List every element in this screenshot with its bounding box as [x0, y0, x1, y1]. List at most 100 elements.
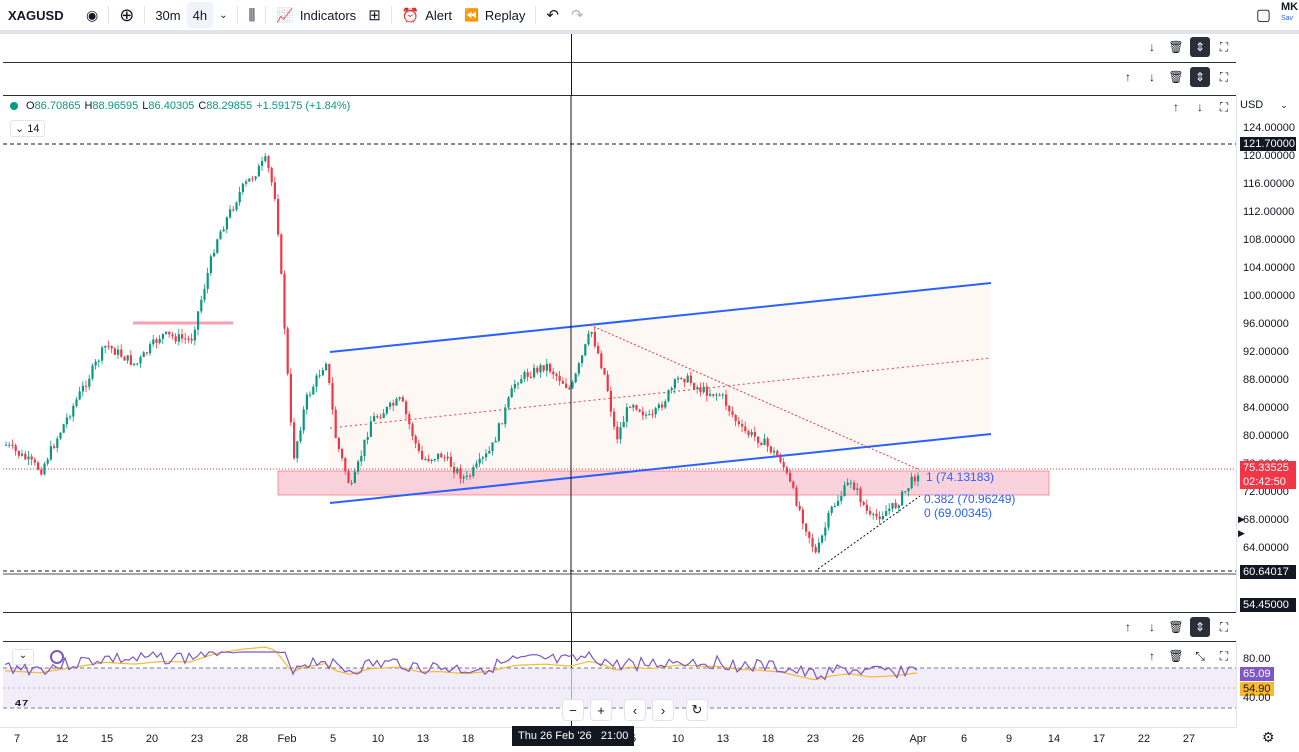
- candle: [715, 394, 718, 396]
- candle-type-icon[interactable]: ⫼: [248, 6, 256, 24]
- delete-icon[interactable]: 🗑: [1168, 620, 1184, 634]
- reset-chart-icon[interactable]: ↻: [686, 699, 708, 721]
- rsi-collapse-button[interactable]: ⌄: [12, 649, 34, 665]
- interval-30m[interactable]: 30m: [155, 7, 181, 23]
- scroll-left-icon[interactable]: ‹: [624, 699, 646, 721]
- maximize-icon[interactable]: ⛶: [1219, 619, 1229, 634]
- candle: [478, 458, 481, 464]
- expand-pane-icon[interactable]: ⇕: [1190, 617, 1210, 637]
- move-up-icon[interactable]: ↑: [1173, 100, 1179, 114]
- price-tag-current: 75.33525: [1240, 461, 1296, 475]
- chevron-down-icon[interactable]: ⌄: [219, 9, 228, 21]
- candle: [181, 334, 184, 339]
- currency-selector[interactable]: USD ⌄: [1240, 99, 1288, 111]
- settings-gear-icon[interactable]: ⚙: [1262, 729, 1275, 745]
- price-scale[interactable]: [1236, 96, 1299, 612]
- eye-icon[interactable]: [10, 102, 18, 110]
- rsi-scale[interactable]: [1236, 642, 1299, 727]
- candle: [491, 442, 494, 452]
- layout-icon[interactable]: ▢: [1255, 7, 1271, 24]
- maximize-icon[interactable]: ⛶: [1219, 39, 1229, 54]
- candle: [193, 329, 196, 341]
- move-up-icon[interactable]: ↑: [1125, 620, 1131, 634]
- candle: [513, 383, 516, 389]
- candle: [827, 512, 830, 528]
- candle: [907, 488, 910, 492]
- candle: [805, 523, 808, 532]
- divider: [390, 6, 392, 24]
- close-value: 88.29855: [206, 100, 253, 112]
- candle: [177, 334, 180, 342]
- candle: [289, 373, 292, 423]
- time-label: 7: [13, 733, 21, 745]
- candle: [737, 421, 740, 425]
- indicators-button[interactable]: 📈 Indicators: [270, 2, 362, 28]
- candle: [641, 411, 644, 416]
- candle: [446, 456, 449, 459]
- candle: [529, 376, 532, 378]
- candle: [597, 346, 600, 354]
- move-up-icon[interactable]: ↑: [1125, 70, 1131, 84]
- delete-icon[interactable]: 🗑: [1168, 70, 1184, 84]
- candle: [709, 394, 712, 396]
- redo-icon[interactable]: ↷: [570, 7, 584, 24]
- user-menu[interactable]: MK Sav: [1277, 2, 1299, 28]
- collapse-icon[interactable]: ⤡: [1195, 648, 1205, 663]
- maximize-icon[interactable]: ⛶: [1219, 648, 1229, 663]
- candle: [475, 463, 478, 468]
- alarm-clock-icon: ⏰: [401, 6, 420, 23]
- price-tag-high: 121.70000: [1240, 137, 1296, 151]
- move-up-icon[interactable]: ↑: [1149, 649, 1155, 663]
- add-symbol-icon[interactable]: ⊕: [119, 4, 135, 25]
- symbol-search[interactable]: XAGUSD: [0, 2, 80, 28]
- top-toolbar: XAGUSD ◉ ⊕ 30m 4h ⌄ ⫼ 📈 Indicators ⊞ ⏰ A…: [0, 0, 1299, 30]
- rsi-settings-icon[interactable]: [50, 650, 64, 664]
- high-value: 88.96595: [92, 100, 139, 112]
- chevron-down-icon: ⌄: [15, 123, 25, 135]
- main-chart[interactable]: [0, 96, 1236, 612]
- uptrend-line: [817, 495, 921, 570]
- candle: [427, 458, 430, 461]
- candle: [389, 402, 392, 407]
- undo-icon[interactable]: ↶: [546, 7, 559, 24]
- move-down-icon[interactable]: ↓: [1149, 70, 1155, 84]
- zoom-out-icon[interactable]: −: [562, 699, 584, 721]
- maximize-icon[interactable]: ⛶: [1219, 69, 1229, 84]
- move-down-icon[interactable]: ↓: [1197, 100, 1203, 114]
- scroll-right-icon[interactable]: ›: [652, 699, 674, 721]
- indicator-legend[interactable]: ⌄ 14: [10, 120, 45, 137]
- delete-icon[interactable]: 🗑: [1168, 40, 1184, 54]
- candle: [552, 371, 555, 375]
- rsi-tick-40: 40.00: [1243, 692, 1271, 704]
- candle: [789, 472, 792, 482]
- compare-icon[interactable]: ◉: [86, 6, 99, 23]
- candle: [401, 397, 404, 402]
- interval-4h[interactable]: 4h: [186, 2, 214, 28]
- candle: [21, 453, 24, 456]
- candle: [581, 355, 584, 364]
- price-tick: 64.00000: [1243, 542, 1289, 554]
- price-tick: 112.00000: [1243, 206, 1295, 218]
- rsi-chart[interactable]: [0, 642, 1236, 727]
- move-down-icon[interactable]: ↓: [1149, 40, 1155, 54]
- expand-pane-icon[interactable]: ⇕: [1190, 67, 1210, 87]
- candle: [129, 355, 132, 365]
- candle: [213, 252, 216, 257]
- candle: [507, 397, 510, 408]
- candle: [705, 386, 708, 396]
- candle: [846, 482, 849, 486]
- candle: [395, 398, 398, 406]
- candle: [485, 453, 488, 458]
- candle: [667, 390, 670, 402]
- move-down-icon[interactable]: ↓: [1149, 620, 1155, 634]
- expand-pane-icon[interactable]: ⇕: [1190, 37, 1210, 57]
- candle: [782, 462, 785, 468]
- candle: [296, 441, 299, 459]
- alert-button[interactable]: ⏰ Alert: [396, 2, 458, 28]
- templates-icon[interactable]: ⊞: [368, 7, 381, 24]
- replay-button[interactable]: ⏪ Replay: [458, 2, 531, 28]
- delete-icon[interactable]: 🗑: [1168, 649, 1184, 663]
- candle: [216, 239, 219, 253]
- zoom-in-icon[interactable]: +: [590, 699, 612, 721]
- maximize-icon[interactable]: ⛶: [1219, 99, 1229, 114]
